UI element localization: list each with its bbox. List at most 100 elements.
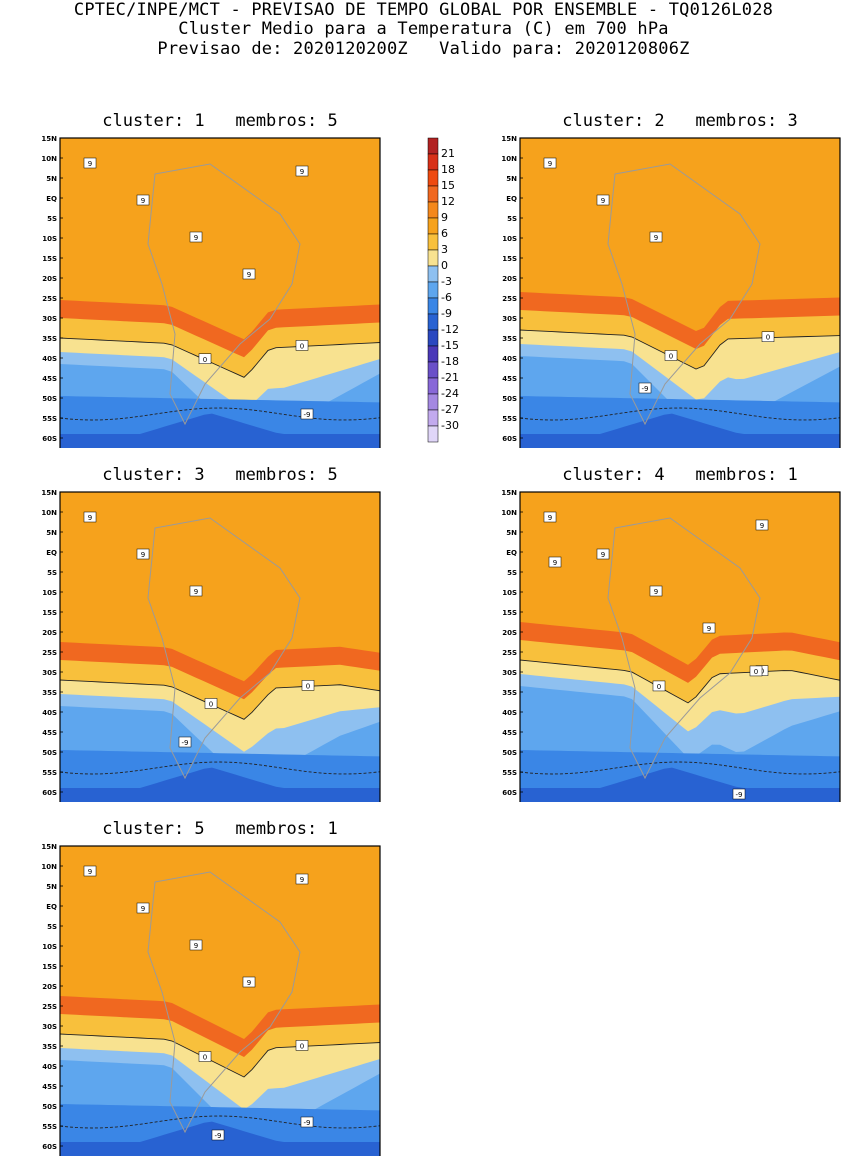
colorbar-segment: [427, 297, 439, 315]
colorbar-label: 0: [441, 259, 448, 272]
contour-label: 0: [749, 665, 763, 677]
contour-label: 9: [242, 268, 256, 280]
colorbar-label: -30: [441, 419, 459, 432]
colorbar-label: 12: [441, 195, 455, 208]
lat-tick-label: 55S: [42, 415, 57, 423]
contour-label-text: -9: [215, 1132, 222, 1140]
lat-tick-label: 15N: [501, 489, 517, 497]
contour-line: [519, 407, 841, 421]
contour-label-text: 0: [203, 1054, 207, 1062]
lat-tick-label: 10S: [42, 943, 57, 951]
colorbar-label: -6: [441, 291, 452, 304]
lat-tick-label: 5N: [46, 883, 57, 891]
lat-tick-label: 5S: [47, 923, 57, 931]
contour-label: 9: [649, 231, 663, 243]
coastline: [147, 517, 301, 780]
contour-label: 9: [543, 157, 557, 169]
lat-tick-label: 60S: [502, 435, 517, 443]
contour-label: 9: [136, 194, 150, 206]
lat-tick-label: 25S: [42, 649, 57, 657]
lat-tick-label: 25S: [42, 295, 57, 303]
lat-tick-label: 50S: [502, 749, 517, 757]
band-m12-m9: [520, 767, 840, 806]
contour-label-text: 9: [247, 271, 251, 279]
contour-label: 9: [136, 548, 150, 560]
colorbar-label: -21: [441, 371, 459, 384]
lat-tick-label: 30S: [42, 315, 57, 323]
colorbar-segment: [427, 233, 439, 251]
contour-label-text: 0: [669, 353, 673, 361]
lat-tick-label: 10S: [502, 235, 517, 243]
band-m12-m9: [520, 413, 840, 452]
colorbar-label: -18: [441, 355, 459, 368]
contour-line: [519, 659, 841, 704]
map-area: 15N 10N 5N EQ 5S 10S 15S 20S 25S 30S 35S 40S 45S 50S 5…: [30, 842, 410, 1160]
lat-tick-label: 45S: [502, 729, 517, 737]
lat-tick-label: 40S: [502, 355, 517, 363]
contour-label-text: 9: [247, 979, 251, 987]
lat-tick-label: 35S: [42, 1043, 57, 1051]
lat-tick-label: 15S: [502, 609, 517, 617]
contour-label: 0: [198, 1051, 212, 1062]
contour-label-text: 0: [203, 356, 207, 364]
lat-tick-label: EQ: [46, 195, 57, 203]
colorbar-segment: [427, 377, 439, 395]
contour-label: 9: [596, 548, 610, 560]
lat-tick-label: 45S: [42, 375, 57, 383]
lat-tick-label: 40S: [42, 1063, 57, 1071]
colorbar-segment: [427, 201, 439, 219]
temperature-map: 15N 10N 5N EQ 5S 10S 15S 20S 25S 30S 35S 40S 45S 50S 5…: [41, 843, 381, 1160]
lat-tick-label: 20S: [502, 629, 517, 637]
lat-tick-label: 50S: [42, 1103, 57, 1111]
lat-tick-label: 10N: [41, 863, 57, 871]
colorbar-segment: [427, 249, 439, 267]
colorbar-label: -12: [441, 323, 459, 336]
coastline: [147, 163, 301, 426]
contour-label-text: 0: [209, 700, 213, 708]
map-area: 15N 10N 5N EQ 5S 10S 15S 20S 25S 30S 35S 40S 45S 50S 5…: [490, 134, 847, 463]
contour-label: -9: [211, 1129, 225, 1141]
lat-tick-label: 35S: [42, 335, 57, 343]
contour-label-text: -9: [304, 1119, 311, 1127]
lat-tick-label: EQ: [506, 195, 517, 203]
panel-title: cluster: 4 membros: 1: [562, 465, 798, 485]
lat-tick-label: 15S: [502, 255, 517, 263]
contour-label-text: 9: [141, 551, 145, 559]
lat-tick-label: 55S: [502, 769, 517, 777]
map-area: 15N 10N 5N EQ 5S 10S 15S 20S 25S 30S 35S 40S 45S 50S 5…: [30, 134, 410, 463]
lat-tick-label: 5S: [47, 569, 57, 577]
contour-label-text: 0: [754, 668, 758, 676]
lat-tick-label: EQ: [46, 903, 57, 911]
lat-tick-label: 55S: [42, 1123, 57, 1131]
contour-label: 9: [548, 556, 562, 568]
contour-label-text: 9: [601, 551, 605, 559]
lat-tick-label: 50S: [42, 395, 57, 403]
lat-tick-label: EQ: [46, 549, 57, 557]
contour-label-text: 9: [141, 905, 145, 913]
contour-label: 0: [664, 350, 678, 361]
lat-tick-label: 10N: [501, 509, 517, 517]
contour-line: [59, 1115, 381, 1129]
contour-label: 0: [198, 353, 212, 364]
temperature-map: 15N 10N 5N EQ 5S 10S 15S 20S 25S 30S 35S 40S 45S 50S 5…: [41, 489, 381, 817]
contour-label: -9: [732, 788, 746, 800]
lat-tick-label: 60S: [502, 789, 517, 797]
contour-label-text: 0: [300, 1042, 304, 1050]
lat-tick-label: 5S: [47, 215, 57, 223]
lat-tick-label: 5N: [506, 529, 517, 537]
lat-tick-label: 10N: [501, 155, 517, 163]
colorbar-segment: [427, 217, 439, 235]
lat-tick-label: 50S: [42, 749, 57, 757]
lat-tick-label: 60S: [42, 1143, 57, 1151]
contour-label-text: 9: [88, 514, 92, 522]
lat-tick-label: 25S: [502, 295, 517, 303]
lat-tick-label: 55S: [42, 769, 57, 777]
contour-label-text: 9: [548, 514, 552, 522]
lat-tick-label: 10S: [42, 589, 57, 597]
contour-label: 0: [301, 680, 315, 691]
map-area: 15N 10N 5N EQ 5S 10S 15S 20S 25S 30S 35S 40S 45S 50S 5…: [30, 488, 410, 817]
contour-line: [59, 679, 381, 720]
colorbar-label: -24: [441, 387, 459, 400]
contour-label-text: -9: [642, 385, 649, 393]
panel-title: cluster: 1 membros: 5: [102, 111, 338, 131]
